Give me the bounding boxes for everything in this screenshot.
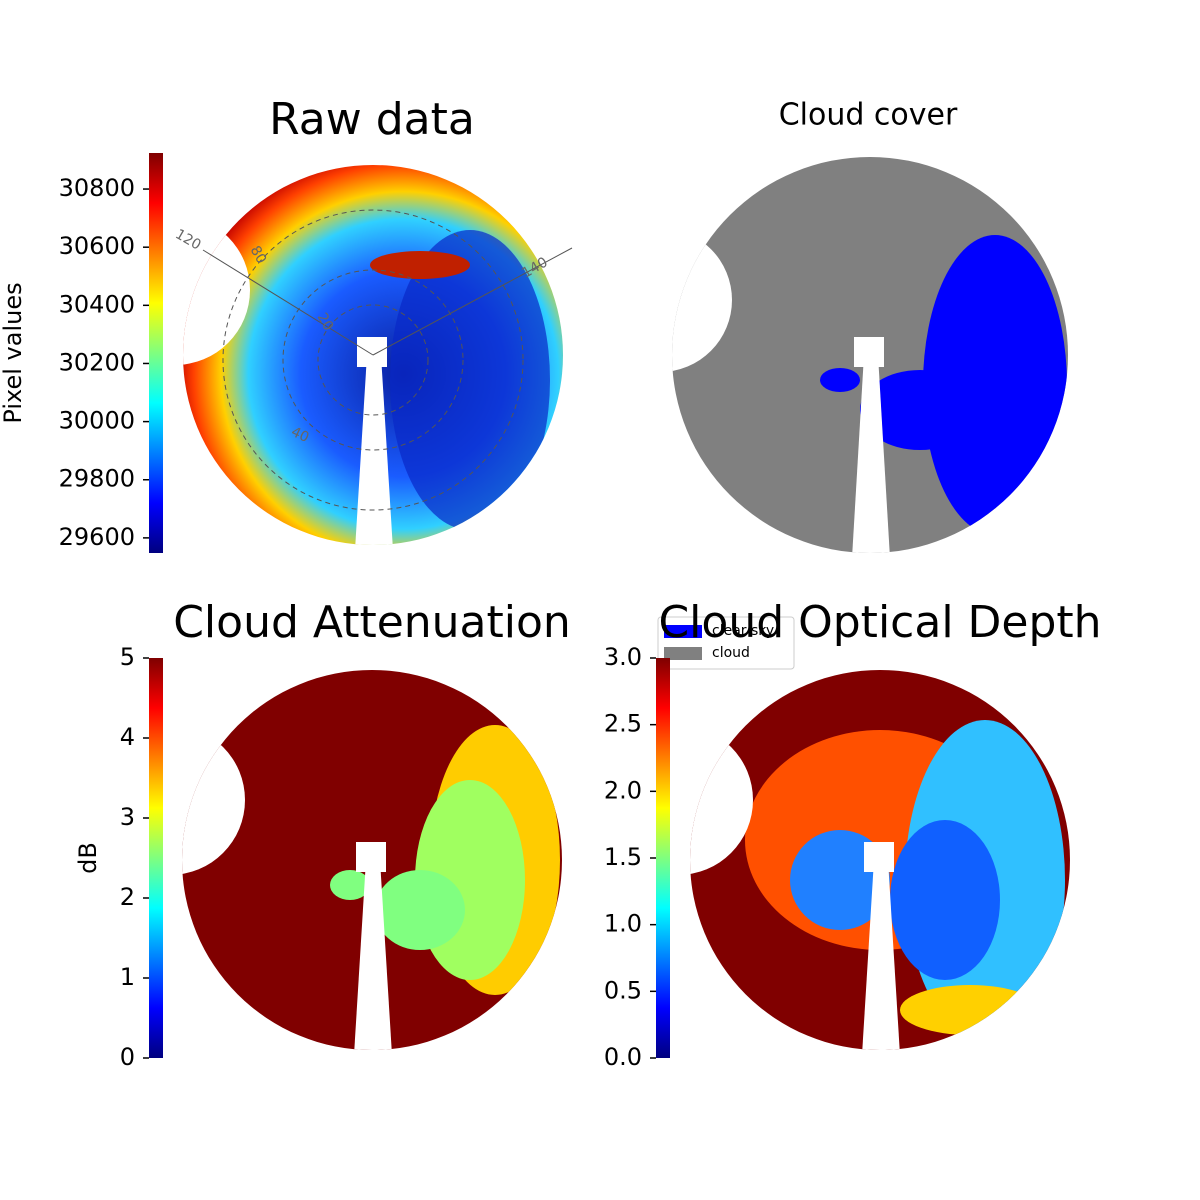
mount-shadow — [355, 355, 393, 545]
colorbar-tick-label: 2.5 — [604, 710, 642, 738]
image-region — [820, 368, 860, 392]
colorbar-tick-label: 30800 — [59, 174, 135, 202]
image-notch — [182, 725, 245, 875]
panel-title: Raw data — [269, 94, 475, 145]
colorbar-tick-label: 30000 — [59, 407, 135, 435]
camera-block — [854, 337, 884, 367]
polar-label: 20 — [314, 310, 337, 333]
legend-swatch — [664, 625, 702, 638]
polar-label: 40 — [289, 424, 312, 446]
colorbar-tick-label: 0 — [120, 1043, 135, 1071]
colorbar-tick-label: 29800 — [59, 465, 135, 493]
image-region — [860, 370, 980, 450]
legend-label: clear sky — [712, 623, 774, 639]
image — [672, 157, 1068, 553]
polar-label: 80 — [247, 243, 270, 266]
polar-circle — [222, 209, 524, 511]
camera-block — [357, 337, 387, 367]
mount-shadow — [852, 355, 890, 553]
polar-circle — [282, 269, 464, 451]
legend-label: cloud — [712, 645, 750, 661]
polar-grid — [202, 209, 573, 511]
panel-title: Cloud Optical Depth — [658, 597, 1101, 648]
image-region — [923, 235, 1067, 535]
colorbar — [149, 153, 163, 553]
mount-shadow — [354, 860, 392, 1050]
colorbar-tick-label: 4 — [120, 723, 135, 751]
camera-block — [864, 842, 894, 872]
colorbar-tick-label: 1.5 — [604, 843, 642, 871]
colorbar — [656, 658, 670, 1058]
image-region — [390, 230, 550, 530]
colorbar-tick-label: 0.0 — [604, 1043, 642, 1071]
image-region — [890, 820, 1000, 980]
camera-block — [356, 842, 386, 872]
colorbar-tick-label: 3.0 — [604, 643, 642, 671]
colorbar-tick-label: 30200 — [59, 348, 135, 376]
legend-swatch — [664, 647, 702, 660]
panel-title: Cloud cover — [779, 98, 958, 133]
panel-title: Cloud Attenuation — [173, 597, 571, 648]
mount-shadow — [862, 860, 900, 1050]
image-region — [375, 870, 465, 950]
colorbar-label: dB — [74, 842, 102, 874]
colorbar — [149, 658, 163, 1058]
colorbar-tick-label: 30400 — [59, 290, 135, 318]
image-region — [370, 251, 470, 279]
colorbar-tick-label: 2.0 — [604, 776, 642, 804]
colorbar-tick-label: 5 — [120, 643, 135, 671]
polar-ray — [372, 247, 573, 356]
polar-ray — [202, 249, 374, 356]
image-region — [900, 985, 1040, 1035]
colorbar-tick-label: 30600 — [59, 232, 135, 260]
colorbar-tick-label: 1.0 — [604, 910, 642, 938]
colorbar-tick-label: 29600 — [59, 523, 135, 551]
legend: clear sky cloud — [657, 616, 795, 670]
image — [182, 670, 562, 1050]
colorbar-label: Pixel values — [0, 282, 27, 423]
polar-circle — [317, 304, 429, 416]
image — [183, 165, 563, 545]
image-region — [330, 870, 370, 900]
colorbar-tick-label: 3 — [120, 803, 135, 831]
colorbar-tick-label: 1 — [120, 963, 135, 991]
image — [690, 670, 1070, 1050]
colorbar-tick-label: 0.5 — [604, 976, 642, 1004]
image-notch — [672, 228, 732, 372]
polar-label: 120 — [172, 226, 203, 253]
colorbar-tick-label: 2 — [120, 883, 135, 911]
